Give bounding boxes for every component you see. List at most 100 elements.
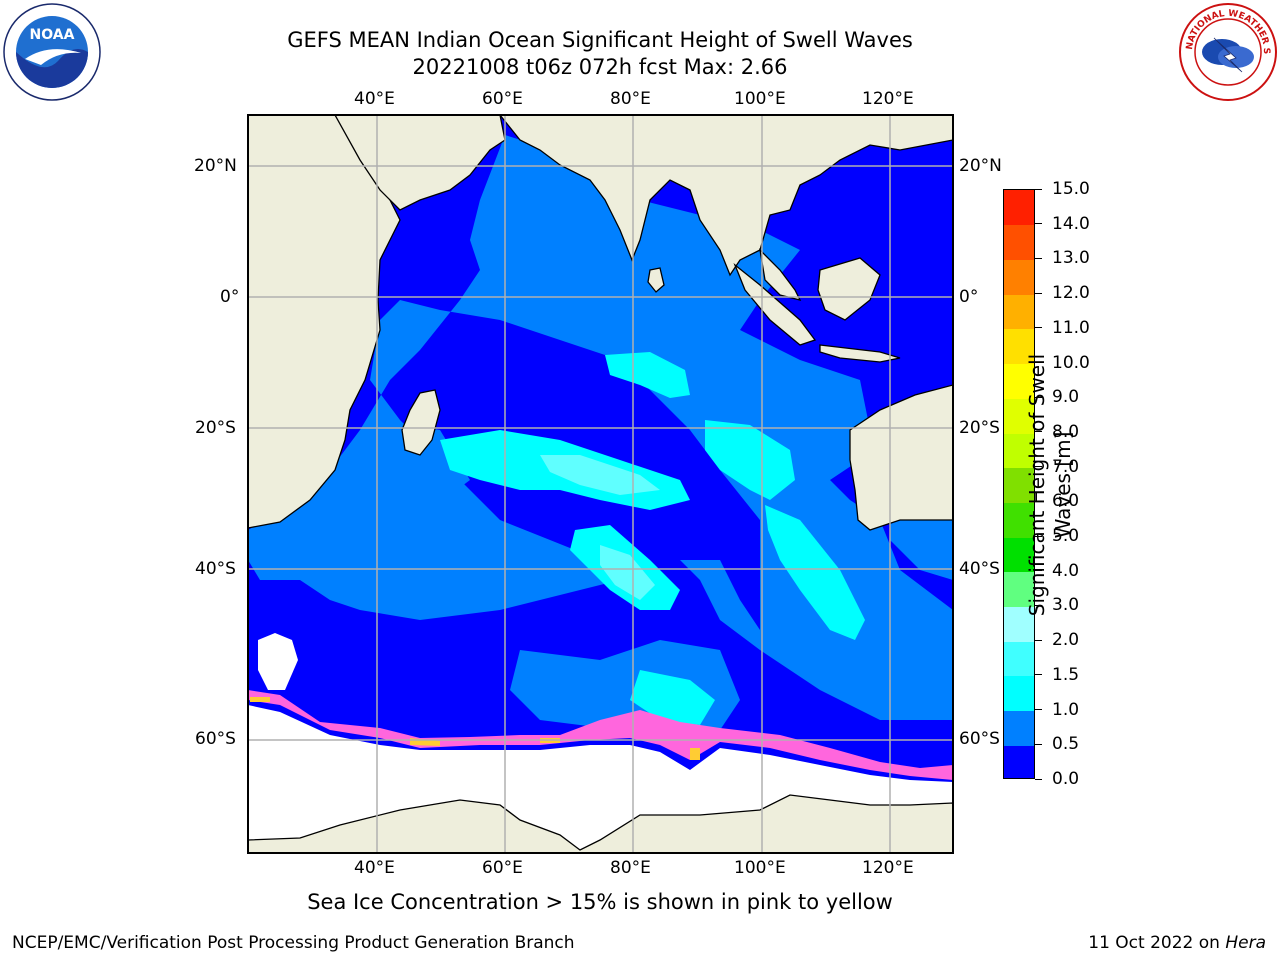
colorbar-tick-label: 7.0 xyxy=(1052,456,1080,477)
colorbar-segment xyxy=(1004,537,1034,573)
land-sri-lanka xyxy=(647,267,665,293)
swell-zone-high-south xyxy=(630,670,715,725)
lat-label-right-20s: 20°S xyxy=(959,418,1000,438)
colorbar-segment xyxy=(1004,328,1034,365)
colorbar-tick-mark xyxy=(1035,292,1042,294)
map-gridlines xyxy=(248,115,953,853)
land-java xyxy=(819,344,901,363)
land-antarctica xyxy=(248,794,953,853)
colorbar-segment xyxy=(1004,224,1034,260)
colorbar-tick-label: 3.0 xyxy=(1052,595,1080,616)
map-frame xyxy=(247,114,954,854)
footer-host: Hera xyxy=(1225,933,1266,953)
colorbar-segment xyxy=(1004,641,1034,677)
lat-label-left-20n: 20°N xyxy=(194,156,237,176)
nws-logo: NATIONAL WEATHER SERVICE xyxy=(1175,0,1278,102)
colorbar-tick-label: 0.5 xyxy=(1052,734,1080,755)
colorbar-tick-mark xyxy=(1035,778,1042,780)
lon-label-top-60e: 60°E xyxy=(482,89,523,109)
colorbar-tick-mark xyxy=(1035,535,1042,537)
colorbar-segment xyxy=(1004,571,1034,608)
svg-text:NOAA: NOAA xyxy=(30,27,75,43)
colorbar-tick-label: 14.0 xyxy=(1052,213,1090,234)
colorbar-tick-mark xyxy=(1035,709,1042,711)
lat-label-left-60s: 60°S xyxy=(195,729,236,749)
colorbar-tick-label: 15.0 xyxy=(1052,179,1090,199)
swell-zone-medium xyxy=(248,135,953,720)
colorbar-segment xyxy=(1004,294,1034,330)
colorbar-tick-mark xyxy=(1035,396,1042,398)
chart-subtitle: 20221008 t06z 072h fcst Max: 2.66 xyxy=(412,55,788,79)
ice-patch-white xyxy=(258,633,298,690)
colorbar xyxy=(1003,189,1035,779)
colorbar-tick-label: 9.0 xyxy=(1052,387,1080,408)
colorbar-tick-label: 4.0 xyxy=(1052,560,1080,581)
lon-label-bottom-40e: 40°E xyxy=(354,858,395,878)
lat-label-left-40s: 40°S xyxy=(195,559,236,579)
land-malay-peninsula xyxy=(759,248,802,301)
colorbar-tick-label: 0.0 xyxy=(1052,769,1080,789)
lon-label-top-120e: 120°E xyxy=(862,89,914,109)
colorbar-segment xyxy=(1004,363,1034,399)
colorbar-segment xyxy=(1004,259,1034,295)
swell-zone-high-north xyxy=(605,352,690,398)
lat-label-left-20s: 20°S xyxy=(195,418,236,438)
colorbar-tick-mark xyxy=(1035,362,1042,364)
lon-label-top-40e: 40°E xyxy=(354,89,395,109)
lon-label-bottom-80e: 80°E xyxy=(610,858,651,878)
lon-label-bottom-100e: 100°E xyxy=(734,858,786,878)
lat-label-right-40s: 40°S xyxy=(959,559,1000,579)
lat-label-right-60s: 60°S xyxy=(959,729,1000,749)
colorbar-tick-mark xyxy=(1035,188,1042,190)
colorbar-tick-mark xyxy=(1035,674,1042,676)
colorbar-tick-label: 6.0 xyxy=(1052,491,1080,512)
colorbar-tick-label: 1.0 xyxy=(1052,699,1080,720)
lat-label-right-20n: 20°N xyxy=(959,156,1002,176)
lon-label-bottom-120e: 120°E xyxy=(862,858,914,878)
lon-label-top-80e: 80°E xyxy=(610,89,651,109)
colorbar-segment xyxy=(1004,398,1034,434)
colorbar-tick-mark xyxy=(1035,257,1042,259)
swell-zone-high-east xyxy=(705,420,795,500)
lat-label-left-0: 0° xyxy=(220,287,240,307)
land-australia xyxy=(849,384,953,531)
noaa-logo: NOAA xyxy=(3,3,101,101)
colorbar-segment xyxy=(1004,190,1034,226)
chart-title: GEFS MEAN Indian Ocean Significant Heigh… xyxy=(287,28,913,52)
lat-label-right-0: 0° xyxy=(959,287,979,307)
lon-label-top-100e: 100°E xyxy=(734,89,786,109)
colorbar-tick-label: 11.0 xyxy=(1052,317,1090,338)
colorbar-tick-mark xyxy=(1035,639,1042,641)
colorbar-tick-label: 5.0 xyxy=(1052,526,1080,547)
colorbar-segment xyxy=(1004,467,1034,503)
colorbar-title: Significant Height of Swell Waves [m] xyxy=(1025,353,1075,617)
footer-date: 11 Oct 2022 on Hera xyxy=(1088,933,1266,953)
colorbar-segment xyxy=(1004,502,1034,538)
colorbar-tick-label: 12.0 xyxy=(1052,283,1090,304)
colorbar-tick-mark xyxy=(1035,223,1042,225)
colorbar-tick-label: 1.5 xyxy=(1052,664,1080,685)
colorbar-segment xyxy=(1004,710,1034,746)
colorbar-tick-mark xyxy=(1035,604,1042,606)
sea-ice-note: Sea Ice Concentration > 15% is shown in … xyxy=(307,890,893,914)
colorbar-segment xyxy=(1004,432,1034,469)
land-india-asia xyxy=(499,115,953,277)
swell-zone-peak-centre xyxy=(600,545,655,600)
swell-zone-peak xyxy=(540,455,660,495)
colorbar-tick-label: 8.0 xyxy=(1052,421,1080,442)
colorbar-tick-mark xyxy=(1035,570,1042,572)
colorbar-tick-mark xyxy=(1035,431,1042,433)
colorbar-tick-label: 2.0 xyxy=(1052,630,1080,651)
sea-ice-edge xyxy=(248,690,953,780)
footer-credit: NCEP/EMC/Verification Post Processing Pr… xyxy=(12,933,575,953)
swell-zone-medium-sw xyxy=(340,420,470,510)
colorbar-tick-mark xyxy=(1035,743,1042,745)
land-sumatra xyxy=(733,262,817,346)
footer-date-text: 11 Oct 2022 on xyxy=(1088,933,1226,953)
colorbar-tick-mark xyxy=(1035,466,1042,468)
colorbar-tick-label: 13.0 xyxy=(1052,248,1090,269)
colorbar-tick-label: 10.0 xyxy=(1052,352,1090,373)
swell-zone-high-southeast xyxy=(765,505,865,640)
colorbar-segment xyxy=(1004,675,1034,712)
